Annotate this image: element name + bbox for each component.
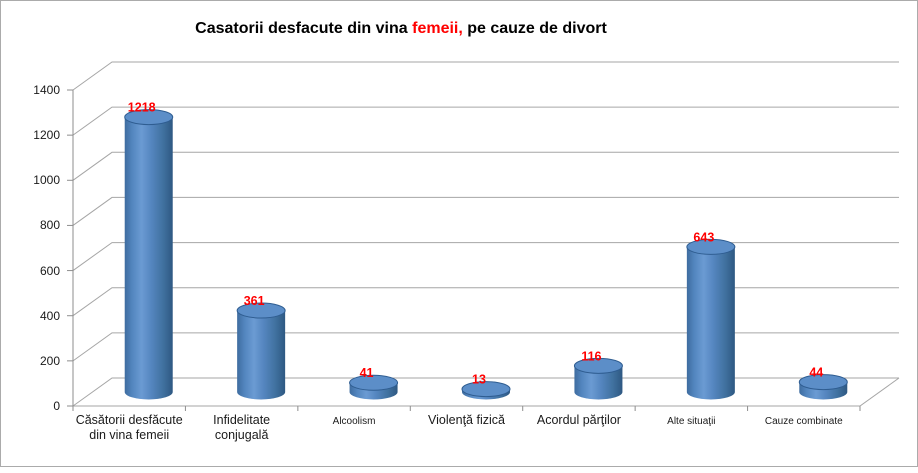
y-axis-tick-label: 1000: [33, 173, 60, 188]
title-suffix: pe cauze de divort: [462, 20, 607, 37]
y-axis-tick-label: 400: [39, 308, 60, 323]
gridline: [72, 242, 899, 271]
bar-top: [461, 381, 511, 398]
bar-top: [349, 374, 399, 391]
gridline: [72, 287, 899, 317]
bar-top: [686, 238, 736, 255]
bar-top: [573, 357, 623, 374]
bar-cylinder: 116: [573, 349, 623, 400]
category-label: Infidelitate conjugală: [213, 413, 271, 443]
y-axis-tick-label: 0: [53, 399, 60, 413]
gridline: [72, 106, 899, 136]
y-axis-tick-label: 1400: [33, 83, 60, 97]
bar-cylinder: 44: [798, 366, 848, 400]
chart-title: Casatorii desfacute din vina femeii, pe …: [1, 20, 801, 38]
category-label: Acordul părţilor: [536, 413, 621, 427]
value-label: 44: [809, 366, 823, 380]
y-axis-tick-label: 600: [39, 263, 60, 278]
bar-cylinder: 643: [686, 230, 736, 400]
bar-top: [124, 109, 174, 126]
title-prefix: Casatorii desfacute din vina: [195, 20, 413, 37]
category-label: Alte situaţii: [667, 416, 716, 427]
value-label: 1218: [128, 101, 156, 115]
value-label: 643: [693, 230, 714, 244]
category-label: Cauze combinate: [764, 416, 843, 427]
value-label: 41: [360, 366, 374, 380]
y-axis-tick-label: 800: [39, 218, 60, 233]
gridline: [72, 151, 899, 181]
bar-body: [237, 310, 286, 400]
gridline: [72, 332, 899, 362]
bar-cylinder: 361: [236, 294, 286, 400]
bar-cylinder: 13: [461, 373, 511, 400]
category-label: Alcoolism: [332, 416, 376, 427]
y-axis-tick-label: 200: [39, 353, 60, 368]
bar-cylinder: 1218: [124, 101, 174, 400]
value-label: 13: [472, 373, 486, 387]
y-axis-tick-label: 1200: [33, 128, 60, 143]
title-highlight: femeii,: [412, 20, 463, 37]
category-label: Violenţă fizică: [428, 413, 505, 427]
bar-top: [236, 302, 286, 319]
gridline: [72, 61, 899, 91]
bar-body: [686, 246, 735, 400]
value-label: 116: [581, 349, 601, 363]
bar-body: [574, 365, 623, 400]
bar-body: [124, 117, 173, 400]
bar-top: [798, 374, 848, 391]
value-label: 361: [244, 294, 265, 308]
bar-cylinder: 41: [349, 366, 399, 400]
gridline: [72, 196, 899, 226]
category-label: Căsătorii desfăcute din vina femeii: [75, 413, 183, 443]
